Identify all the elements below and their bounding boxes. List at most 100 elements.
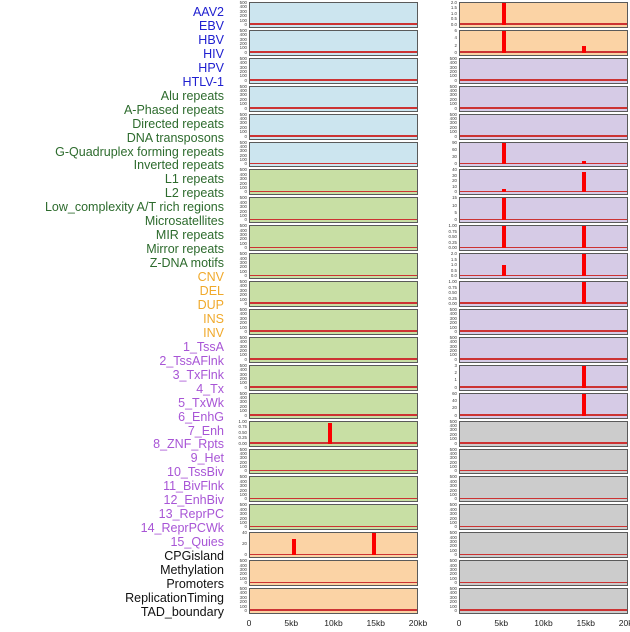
track-label-mir-repeats: MIR repeats bbox=[155, 228, 224, 243]
baseline bbox=[250, 302, 417, 304]
panel-left-10: 0 100 200 300 400 500 bbox=[228, 279, 424, 308]
baseline bbox=[250, 581, 417, 584]
track-panel bbox=[249, 392, 418, 419]
y-tick-label: 200 bbox=[239, 236, 247, 242]
y-tick-label: 500 bbox=[239, 334, 247, 340]
y-tick-label: 500 bbox=[449, 418, 457, 424]
y-tick-label: 500 bbox=[449, 446, 457, 452]
baseline bbox=[250, 609, 417, 611]
y-tick-label: 10 bbox=[452, 202, 457, 208]
track-label-cnv: CNV bbox=[197, 270, 224, 285]
panel-left-16: 0 100 200 300 400 500 bbox=[228, 446, 424, 476]
y-tick-label: 400 bbox=[239, 59, 247, 65]
y-tick-label: 500 bbox=[449, 83, 457, 89]
track-label-del: DEL bbox=[199, 284, 224, 298]
y-tick-label: 100 bbox=[239, 128, 247, 134]
y-tick-label: 400 bbox=[449, 478, 457, 484]
y-tick-label: 400 bbox=[239, 171, 247, 177]
y-tick-label: 2.0 bbox=[450, 250, 457, 256]
panel-left-7: 0 100 200 300 400 500 bbox=[228, 195, 424, 224]
y-tick-label: 500 bbox=[449, 557, 457, 563]
y-tick-label: 500 bbox=[449, 585, 457, 591]
panel-left-20: 0 100 200 300 400 500 bbox=[228, 558, 424, 587]
y-tick-label: 500 bbox=[239, 111, 247, 117]
y-tick-label: 100 bbox=[239, 45, 247, 51]
y-tick-label: 300 bbox=[239, 510, 247, 516]
x-tick-label: 15kb bbox=[366, 618, 385, 628]
baseline bbox=[460, 525, 627, 528]
baseline bbox=[460, 469, 627, 472]
track-label-alu-repeats: Alu repeats bbox=[160, 88, 224, 103]
y-tick-label: 300 bbox=[449, 343, 457, 349]
track-panel bbox=[459, 29, 628, 56]
track-label-replicationtiming: ReplicationTiming bbox=[125, 590, 224, 605]
track-panel bbox=[249, 225, 418, 252]
track-label-hpv: HPV bbox=[198, 60, 224, 75]
track-label-5-txwk: 5_TxWk bbox=[178, 395, 224, 410]
y-tick-label: 300 bbox=[449, 455, 457, 461]
y-tick-label: 100 bbox=[239, 491, 247, 497]
y-tick-label: 300 bbox=[449, 510, 457, 516]
data-bar bbox=[371, 533, 376, 556]
y-axis-left-3: 0 100 200 300 400 500 bbox=[228, 84, 248, 113]
y-tick-label: 0.25 bbox=[238, 434, 247, 440]
data-bar bbox=[581, 393, 586, 416]
baseline bbox=[250, 386, 417, 388]
y-tick-label: 300 bbox=[449, 427, 457, 433]
baseline bbox=[460, 497, 627, 500]
y-tick-label: 300 bbox=[449, 594, 457, 600]
y-tick-label: 500 bbox=[239, 27, 247, 33]
y-tick-label: 5 bbox=[454, 209, 457, 215]
y-tick-label: 0.25 bbox=[448, 239, 457, 245]
y-tick-label: 100 bbox=[449, 73, 457, 79]
panel-left-3: 0 100 200 300 400 500 bbox=[228, 84, 424, 113]
y-tick-label: 200 bbox=[449, 96, 457, 102]
y-tick-label: 400 bbox=[239, 562, 247, 568]
track-panel bbox=[459, 141, 628, 168]
y-tick-label: 30 bbox=[452, 172, 457, 178]
baseline bbox=[460, 23, 627, 25]
y-tick-label: 0 bbox=[244, 551, 247, 557]
panel-right-12: 0 100 200 300 400 500 bbox=[438, 335, 630, 364]
y-tick-label: 0 bbox=[244, 189, 247, 195]
y-tick-label: 400 bbox=[449, 534, 457, 540]
track-label-mirror-repeats: Mirror repeats bbox=[146, 242, 224, 257]
y-tick-label: 400 bbox=[449, 339, 457, 345]
y-axis-left-19: 0 20 40 bbox=[228, 530, 248, 559]
panel-right-19: 0 100 200 300 400 500 bbox=[438, 530, 630, 559]
track-label-microsatellites: Microsatellites bbox=[144, 214, 224, 229]
baseline bbox=[250, 442, 417, 444]
y-tick-label: 200 bbox=[239, 599, 247, 605]
y-axis-right-19: 0 100 200 300 400 500 bbox=[438, 530, 458, 559]
y-tick-label: 0 bbox=[454, 328, 457, 334]
y-tick-label: 1.5 bbox=[450, 256, 457, 262]
baseline bbox=[250, 358, 417, 360]
data-bar bbox=[581, 161, 586, 165]
y-tick-label: 200 bbox=[239, 347, 247, 353]
track-panel bbox=[459, 2, 628, 28]
panel-right-18: 0 100 200 300 400 500 bbox=[438, 502, 630, 531]
y-axis-left-11: 0 100 200 300 400 500 bbox=[228, 307, 248, 336]
track-label-methylation: Methylation bbox=[160, 563, 224, 577]
track-label-1-tssa: 1_TssA bbox=[183, 339, 224, 354]
y-tick-label: 400 bbox=[239, 394, 247, 400]
y-tick-label: 100 bbox=[239, 184, 247, 190]
track-label-11-bivflnk: 11_BivFlnk bbox=[163, 479, 224, 494]
baseline bbox=[250, 51, 417, 53]
y-tick-label: 300 bbox=[449, 566, 457, 572]
y-tick-label: 500 bbox=[239, 195, 247, 201]
track-label-l2-repeats: L2 repeats bbox=[164, 186, 224, 201]
y-axis-right-0: 0.0 0.5 1.0 1.5 2.0 bbox=[438, 0, 458, 29]
baseline bbox=[250, 414, 417, 416]
track-panel bbox=[459, 588, 628, 614]
y-tick-label: 300 bbox=[239, 8, 247, 14]
y-tick-label: 2 bbox=[454, 369, 457, 375]
baseline bbox=[460, 246, 627, 249]
y-tick-label: 300 bbox=[239, 483, 247, 488]
y-tick-label: 100 bbox=[449, 352, 457, 358]
track-panel bbox=[249, 588, 418, 614]
y-tick-label: 200 bbox=[239, 68, 247, 74]
x-tick-label: 0 bbox=[246, 618, 252, 628]
baseline bbox=[460, 581, 627, 584]
